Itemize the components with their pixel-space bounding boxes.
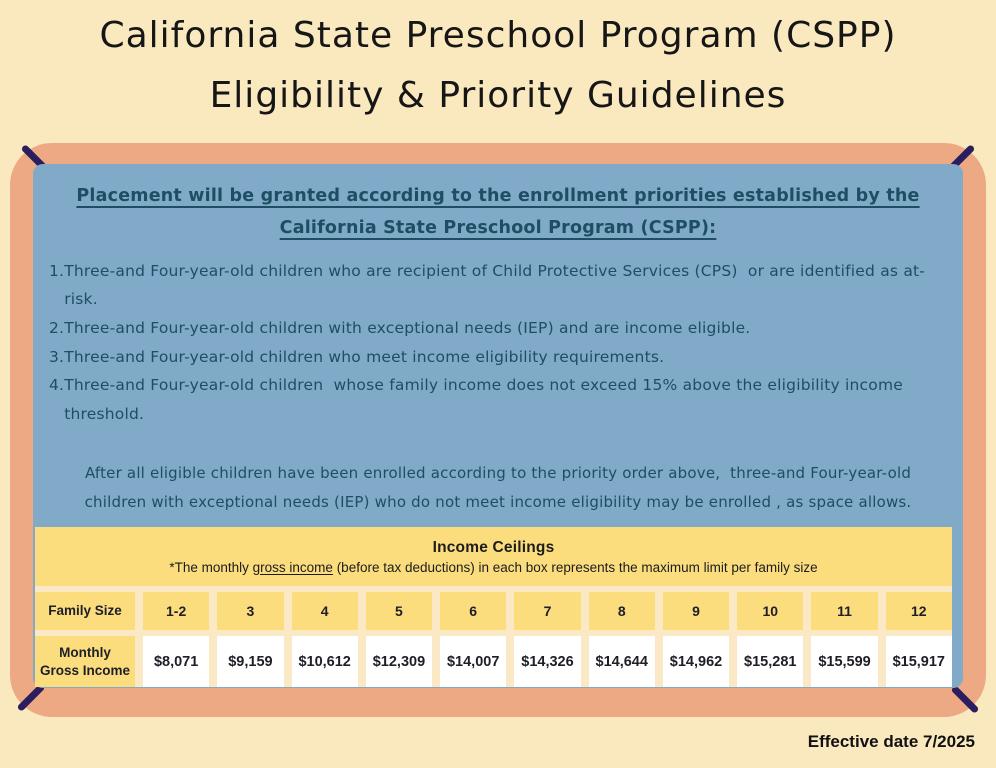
priority-text: Three-and Four-year-old children whose f…	[64, 376, 909, 424]
priority-item-1: 1. Three-and Four-year-old children who …	[49, 257, 949, 314]
page-title: California State Preschool Program (CSPP…	[0, 6, 996, 126]
priority-text: Three-and Four-year-old children who are…	[64, 261, 926, 309]
table-title-band: Income Ceilings *The monthly gross incom…	[35, 527, 952, 586]
orange-frame: Placement will be granted according to t…	[10, 143, 986, 717]
priorities-heading-line1: Placement will be granted according to t…	[76, 186, 920, 206]
row-label-monthly-gross-income: Monthly Gross Income	[35, 636, 135, 687]
priorities-heading: Placement will be granted according to t…	[33, 164, 963, 245]
priority-number: 1.	[49, 261, 65, 280]
income-ceilings-table: Income Ceilings *The monthly gross incom…	[35, 527, 952, 687]
family-size-cell: 6	[440, 592, 507, 630]
income-cell: $15,281	[737, 636, 804, 687]
income-cell: $10,612	[291, 636, 358, 687]
priority-item-2: 2. Three-and Four-year-old children with…	[49, 314, 949, 343]
family-size-cell: 7	[514, 592, 581, 630]
priorities-list: 1. Three-and Four-year-old children who …	[49, 257, 949, 429]
priority-item-4: 4. Three-and Four-year-old children whos…	[49, 371, 949, 428]
priority-number: 3.	[49, 347, 65, 366]
priority-text: Three-and Four-year-old children who mee…	[64, 347, 665, 366]
family-size-cell: 4	[291, 592, 358, 630]
family-size-cell: 11	[811, 592, 878, 630]
table-subtitle: *The monthly gross income (before tax de…	[169, 560, 817, 575]
income-cell: $14,962	[662, 636, 730, 687]
page-title-line2: Eligibility & Priority Guidelines	[209, 75, 787, 116]
enrollment-note: After all eligible children have been en…	[84, 463, 917, 512]
family-size-cell: 12	[885, 592, 952, 630]
corner-mark-bottom-right	[950, 685, 980, 714]
family-size-cell: 5	[365, 592, 433, 630]
income-cell: $12,309	[365, 636, 433, 687]
priority-number: 4.	[49, 376, 65, 395]
family-size-cell: 10	[737, 592, 804, 630]
family-size-cell: 9	[662, 592, 730, 630]
family-size-cell: 1-2	[143, 592, 210, 630]
income-cell: $9,159	[217, 636, 284, 687]
income-cell: $14,007	[440, 636, 507, 687]
table-subtitle-prefix: *The monthly	[169, 559, 253, 575]
page-title-line1: California State Preschool Program (CSPP…	[99, 15, 897, 56]
priority-number: 2.	[49, 319, 65, 338]
income-cell: $8,071	[143, 636, 210, 687]
income-row: Monthly Gross Income $8,071 $9,159 $10,6…	[35, 636, 952, 687]
income-cell: $15,599	[811, 636, 878, 687]
row-label-family-size: Family Size	[35, 592, 135, 630]
income-cell: $15,917	[885, 636, 952, 687]
effective-date: Effective date 7/2025	[807, 732, 975, 751]
family-size-cell: 8	[588, 592, 655, 630]
income-cell: $14,644	[588, 636, 655, 687]
priorities-heading-line2: California State Preschool Program (CSPP…	[279, 218, 717, 239]
family-size-row: Family Size 1-2 3 4 5 6 7 8 9 10 11 12	[35, 592, 952, 630]
table-subtitle-suffix: (before tax deductions) in each box repr…	[332, 559, 818, 575]
family-size-cell: 3	[217, 592, 284, 630]
table-title: Income Ceilings	[432, 538, 555, 556]
priority-item-3: 3. Three-and Four-year-old children who …	[49, 343, 949, 372]
priority-text: Three-and Four-year-old children with ex…	[64, 319, 751, 338]
income-cell: $14,326	[514, 636, 581, 687]
table-subtitle-underlined: gross income	[252, 559, 333, 575]
